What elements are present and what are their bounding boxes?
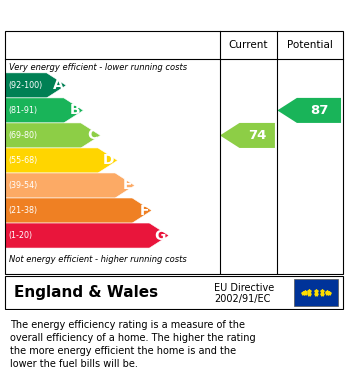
Text: (81-91): (81-91)	[8, 106, 37, 115]
Text: (69-80): (69-80)	[8, 131, 37, 140]
Text: EU Directive: EU Directive	[214, 283, 274, 293]
Polygon shape	[5, 173, 135, 198]
Text: B: B	[70, 103, 80, 117]
Polygon shape	[220, 123, 275, 148]
Text: The energy efficiency rating is a measure of the
overall efficiency of a home. T: The energy efficiency rating is a measur…	[10, 320, 256, 369]
Text: C: C	[87, 128, 97, 142]
Text: G: G	[155, 228, 166, 242]
Polygon shape	[5, 123, 101, 148]
Text: E: E	[122, 178, 132, 192]
Text: 74: 74	[248, 129, 266, 142]
Text: (21-38): (21-38)	[8, 206, 37, 215]
Text: Not energy efficient - higher running costs: Not energy efficient - higher running co…	[9, 255, 187, 264]
Text: F: F	[140, 203, 149, 217]
Polygon shape	[277, 98, 341, 123]
Text: Very energy efficient - lower running costs: Very energy efficient - lower running co…	[9, 63, 187, 72]
Text: 87: 87	[310, 104, 328, 117]
Text: A: A	[53, 78, 63, 92]
Text: Potential: Potential	[287, 40, 333, 50]
Text: (92-100): (92-100)	[8, 81, 42, 90]
Polygon shape	[5, 73, 66, 98]
Bar	[294, 279, 338, 306]
Text: (55-68): (55-68)	[8, 156, 37, 165]
Text: D: D	[103, 153, 114, 167]
Text: 2002/91/EC: 2002/91/EC	[214, 294, 270, 304]
Text: (1-20): (1-20)	[8, 231, 32, 240]
Text: England & Wales: England & Wales	[14, 285, 158, 300]
Polygon shape	[5, 98, 83, 123]
Text: Current: Current	[229, 40, 268, 50]
Polygon shape	[5, 198, 152, 223]
Text: Energy Efficiency Rating: Energy Efficiency Rating	[10, 8, 213, 23]
Text: (39-54): (39-54)	[8, 181, 37, 190]
Polygon shape	[5, 148, 118, 173]
Polygon shape	[5, 223, 169, 248]
